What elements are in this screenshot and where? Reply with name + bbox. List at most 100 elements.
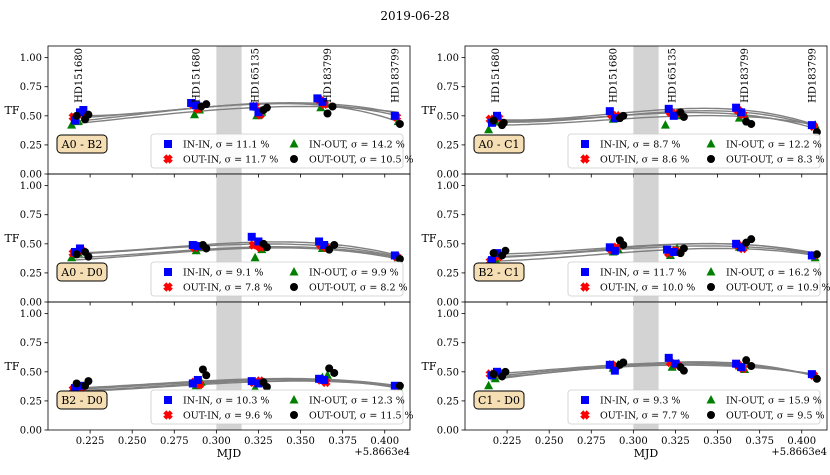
point-in-in xyxy=(247,232,256,241)
point-in-in xyxy=(605,243,614,252)
star-label: HD183799 xyxy=(807,48,818,103)
point-in-in xyxy=(70,384,79,393)
star-label: HD183799 xyxy=(323,48,334,103)
y-tick-label: 0.75 xyxy=(20,338,42,349)
star-label: HD151680 xyxy=(192,48,203,103)
y-tick-label: 0.75 xyxy=(437,338,459,349)
legend-box xyxy=(150,133,404,169)
legend-label-in-in: IN-IN, σ = 9.1 % xyxy=(183,268,263,279)
point-out-out xyxy=(679,244,688,253)
legend-marker-out-out xyxy=(707,155,715,163)
legend-marker-out-in xyxy=(580,410,590,420)
baseline-label-box xyxy=(473,390,525,410)
point-in-in xyxy=(188,240,197,249)
x-tick-label: 0.300 xyxy=(619,436,648,447)
y-tick-label: 0.00 xyxy=(437,170,459,181)
y-tick-label: 0.00 xyxy=(437,426,459,437)
legend-marker-in-in xyxy=(581,268,589,276)
fit-curve xyxy=(73,102,399,123)
y-tick-label: 0.00 xyxy=(20,298,42,309)
point-in-in xyxy=(315,237,324,246)
point-out-out xyxy=(747,362,756,370)
point-out-out xyxy=(812,250,821,259)
point-in-in xyxy=(807,121,816,130)
baseline-label: B2 - C1 xyxy=(478,266,519,279)
axes-frame xyxy=(464,301,828,431)
point-in-in xyxy=(313,94,322,103)
point-out-out xyxy=(202,100,211,109)
legend-marker-in-out xyxy=(289,267,299,276)
point-in-in xyxy=(663,245,672,254)
legend-label-in-out: IN-OUT, σ = 12.3 % xyxy=(309,396,405,407)
x-axis-label: MJD xyxy=(217,447,242,460)
legend-label-out-out: OUT-OUT, σ = 8.2 % xyxy=(309,283,408,294)
legend-marker-out-in xyxy=(580,282,590,292)
baseline-label: A0 - C1 xyxy=(477,138,519,151)
legend-label-out-in: OUT-IN, σ = 9.6 % xyxy=(183,411,272,422)
legend-entry-in-out: IN-OUT, σ = 9.9 % xyxy=(289,267,399,279)
point-in-out xyxy=(484,124,494,134)
legend-label-in-out: IN-OUT, σ = 12.2 % xyxy=(726,140,822,151)
y-tick-label: 0.00 xyxy=(437,298,459,309)
legend-marker-out-out xyxy=(707,283,715,291)
point-in-in xyxy=(193,242,202,251)
baseline-label-box xyxy=(56,134,108,154)
point-in-in xyxy=(187,99,196,108)
legend-marker-out-out xyxy=(290,155,298,163)
legend-box xyxy=(567,133,821,169)
fit-curve xyxy=(490,247,816,262)
legend-label-in-out: IN-OUT, σ = 16.2 % xyxy=(726,268,822,279)
legend-label-in-out: IN-OUT, σ = 15.9 % xyxy=(726,396,822,407)
baseline-label: B2 - D0 xyxy=(61,394,103,407)
panel-a0-c1: 0.00 0.25 0.50 0.75 1.00 TF HD151680 HD151680 HD… xyxy=(422,45,828,181)
point-out-out xyxy=(262,382,271,391)
point-out-out xyxy=(501,246,510,255)
y-tick-label: 1.00 xyxy=(437,181,459,192)
baseline-label-box xyxy=(56,262,108,282)
x-tick-label: 0.350 xyxy=(286,436,315,447)
y-tick-label: 0.00 xyxy=(20,426,42,437)
y-tick-label: 0.25 xyxy=(20,140,42,151)
y-tick-label: 0.25 xyxy=(437,140,459,151)
fit-curve xyxy=(490,242,816,258)
point-out-out xyxy=(84,377,93,386)
point-out-out xyxy=(499,118,508,127)
point-out-out xyxy=(330,368,339,377)
panel-grid: 0.00 0.25 0.50 0.75 1.00 TF HD151680 HD151680 HD… xyxy=(5,45,830,460)
x-tick-label: 0.225 xyxy=(493,436,522,447)
panel-a0-b2: 0.00 0.25 0.50 0.75 1.00 TF HD151680 HD151680 HD… xyxy=(5,45,414,181)
legend-entry-in-in: IN-IN, σ = 11.7 % xyxy=(581,268,686,279)
point-out-out xyxy=(619,240,628,249)
x-tick-label: 0.300 xyxy=(202,436,231,447)
legend-marker-in-in xyxy=(581,396,589,404)
y-tick-label: 0.75 xyxy=(20,210,42,221)
baseline-label-box xyxy=(473,134,525,154)
fit-curve xyxy=(490,111,816,130)
y-tick-label: 1.00 xyxy=(20,53,42,64)
legend-marker-in-in xyxy=(581,140,589,148)
fit-curve xyxy=(73,243,399,258)
fit-curve xyxy=(73,246,399,259)
legend-entry-in-out: IN-OUT, σ = 15.9 % xyxy=(706,395,822,407)
legend-entry-out-out: OUT-OUT, σ = 9.5 % xyxy=(707,411,825,422)
point-in-in xyxy=(732,239,741,248)
y-axis-label: TF xyxy=(422,104,437,117)
point-in-in xyxy=(487,256,496,265)
y-tick-label: 0.75 xyxy=(437,82,459,93)
legend-entry-out-in: OUT-IN, σ = 11.7 % xyxy=(163,154,278,166)
point-in-in xyxy=(492,367,501,376)
legend-label-in-in: IN-IN, σ = 9.3 % xyxy=(600,396,680,407)
star-label: HD183799 xyxy=(390,48,401,103)
legend-entry-in-out: IN-OUT, σ = 12.3 % xyxy=(289,395,405,407)
star-label: HD151680 xyxy=(609,48,620,103)
point-out-out xyxy=(679,366,688,375)
legend-label-out-in: OUT-IN, σ = 8.6 % xyxy=(600,155,689,166)
x-axis-label: MJD xyxy=(634,447,659,460)
star-label: HD151680 xyxy=(491,48,502,103)
legend-entry-in-in: IN-IN, σ = 11.1 % xyxy=(164,140,269,151)
panel-a0-d0: 0.00 0.25 0.50 0.75 1.00 TF A0 - D0 IN-IN, σ = … xyxy=(5,173,411,309)
point-in-in xyxy=(75,244,84,253)
legend-marker-out-in xyxy=(163,282,173,292)
point-in-in xyxy=(318,97,327,106)
point-in-in xyxy=(249,102,258,111)
